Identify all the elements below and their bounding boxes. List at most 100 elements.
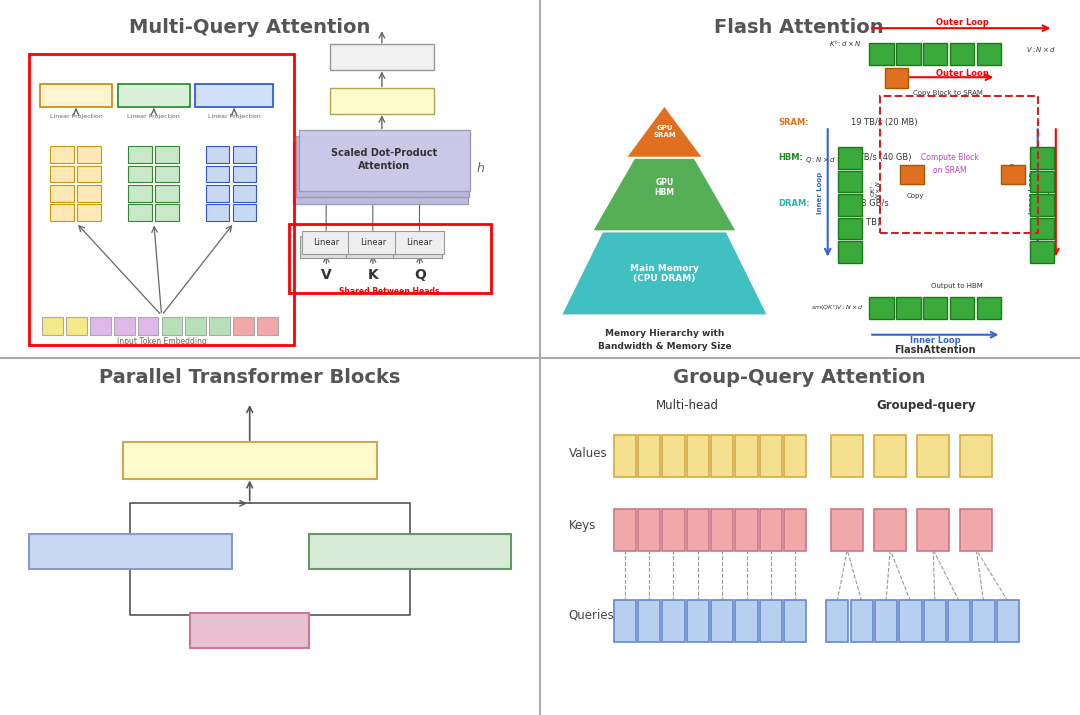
Text: Multi-Query Attention: Multi-Query Attention (129, 18, 370, 36)
Text: Shared Between Heads: Shared Between Heads (339, 287, 440, 297)
Text: Value Vectors: Value Vectors (204, 91, 264, 100)
Bar (923, 297, 947, 319)
FancyBboxPatch shape (123, 442, 377, 479)
Polygon shape (625, 105, 703, 158)
FancyBboxPatch shape (662, 600, 685, 641)
FancyBboxPatch shape (735, 509, 758, 551)
Bar (50, 204, 73, 221)
FancyBboxPatch shape (330, 88, 434, 114)
Bar (1030, 217, 1054, 240)
Text: h: h (476, 162, 485, 174)
FancyBboxPatch shape (760, 435, 782, 477)
Bar (838, 241, 863, 263)
Bar (232, 147, 256, 163)
Polygon shape (561, 105, 768, 315)
Text: $sm(QK^t)V: N \times d$: $sm(QK^t)V: N \times d$ (811, 303, 864, 313)
FancyBboxPatch shape (638, 600, 660, 641)
Bar (232, 184, 256, 202)
Bar (901, 164, 923, 184)
Bar (950, 43, 974, 65)
FancyBboxPatch shape (395, 232, 444, 254)
FancyBboxPatch shape (348, 232, 397, 254)
Text: Linear Projection: Linear Projection (50, 114, 103, 119)
FancyBboxPatch shape (662, 435, 685, 477)
FancyBboxPatch shape (613, 435, 636, 477)
FancyBboxPatch shape (40, 84, 112, 107)
FancyBboxPatch shape (997, 600, 1020, 641)
FancyBboxPatch shape (190, 613, 309, 648)
Bar (50, 147, 73, 163)
Bar (66, 317, 86, 335)
FancyBboxPatch shape (826, 600, 849, 641)
Bar (77, 184, 100, 202)
Text: Compute Block: Compute Block (920, 153, 978, 162)
FancyBboxPatch shape (29, 534, 231, 568)
FancyBboxPatch shape (299, 130, 470, 191)
FancyBboxPatch shape (917, 435, 949, 477)
Text: Input Token Embedding: Input Token Embedding (117, 337, 206, 346)
FancyBboxPatch shape (393, 235, 442, 258)
FancyBboxPatch shape (711, 509, 733, 551)
Text: $K^t: d \times N$: $K^t: d \times N$ (829, 39, 862, 49)
FancyBboxPatch shape (900, 600, 921, 641)
Text: Pointwise FFNN: Pointwise FFNN (365, 545, 456, 558)
Bar (186, 317, 206, 335)
Bar (205, 204, 229, 221)
Text: Scaled Dot-Product
Attention: Scaled Dot-Product Attention (332, 148, 437, 171)
Bar (838, 217, 863, 240)
Bar (257, 317, 278, 335)
Text: Output to HBM: Output to HBM (931, 282, 983, 289)
Text: Main Memory
(CPU DRAM): Main Memory (CPU DRAM) (630, 264, 699, 283)
Bar (77, 204, 100, 221)
FancyBboxPatch shape (784, 509, 807, 551)
FancyBboxPatch shape (638, 435, 660, 477)
FancyBboxPatch shape (294, 142, 468, 204)
FancyBboxPatch shape (687, 600, 708, 641)
Text: $Q: N \times d$: $Q: N \times d$ (805, 154, 836, 164)
Bar (1030, 147, 1054, 169)
FancyBboxPatch shape (735, 600, 758, 641)
Bar (154, 147, 178, 163)
Bar (838, 194, 863, 216)
Bar (154, 184, 178, 202)
Bar (1030, 171, 1054, 192)
Bar (977, 297, 1001, 319)
Bar (869, 297, 893, 319)
FancyBboxPatch shape (195, 84, 273, 107)
FancyBboxPatch shape (948, 600, 970, 641)
Text: Linear: Linear (366, 52, 399, 62)
FancyBboxPatch shape (760, 509, 782, 551)
Text: GPU
HBM: GPU HBM (654, 178, 674, 197)
Bar (154, 165, 178, 182)
Text: Linear Projection: Linear Projection (127, 114, 180, 119)
Text: Inner Loop: Inner Loop (816, 172, 823, 214)
Text: Keys: Keys (568, 519, 596, 532)
FancyBboxPatch shape (875, 600, 897, 641)
Text: K: K (367, 268, 378, 282)
Text: Query Vectors: Query Vectors (123, 91, 185, 100)
Text: Copy: Copy (907, 193, 924, 199)
Text: 19 TB/s (20 MB): 19 TB/s (20 MB) (851, 118, 918, 127)
Text: $N \times N$: $N \times N$ (874, 180, 882, 199)
Bar (90, 317, 111, 335)
Text: Group-Query Attention: Group-Query Attention (673, 368, 926, 387)
Text: Input: Input (234, 624, 265, 637)
FancyBboxPatch shape (613, 600, 636, 641)
FancyBboxPatch shape (711, 600, 733, 641)
Text: Multi-head: Multi-head (657, 399, 719, 412)
Text: Memory Hierarchy with
Bandwidth & Memory Size: Memory Hierarchy with Bandwidth & Memory… (597, 330, 731, 351)
Text: (>1 TB): (>1 TB) (849, 218, 880, 227)
Bar (205, 147, 229, 163)
Text: Queries: Queries (568, 608, 615, 621)
Bar (1030, 241, 1054, 263)
Bar (838, 171, 863, 192)
Text: Masked Multi-Head Attention: Masked Multi-Head Attention (59, 546, 201, 556)
FancyBboxPatch shape (662, 509, 685, 551)
Bar (50, 184, 73, 202)
Text: Inner Loop: Inner Loop (1029, 172, 1036, 214)
Bar (113, 317, 135, 335)
Text: Concat: Concat (364, 96, 401, 106)
Text: Q: Q (414, 268, 426, 282)
FancyBboxPatch shape (875, 509, 906, 551)
Text: Linear: Linear (360, 238, 386, 247)
